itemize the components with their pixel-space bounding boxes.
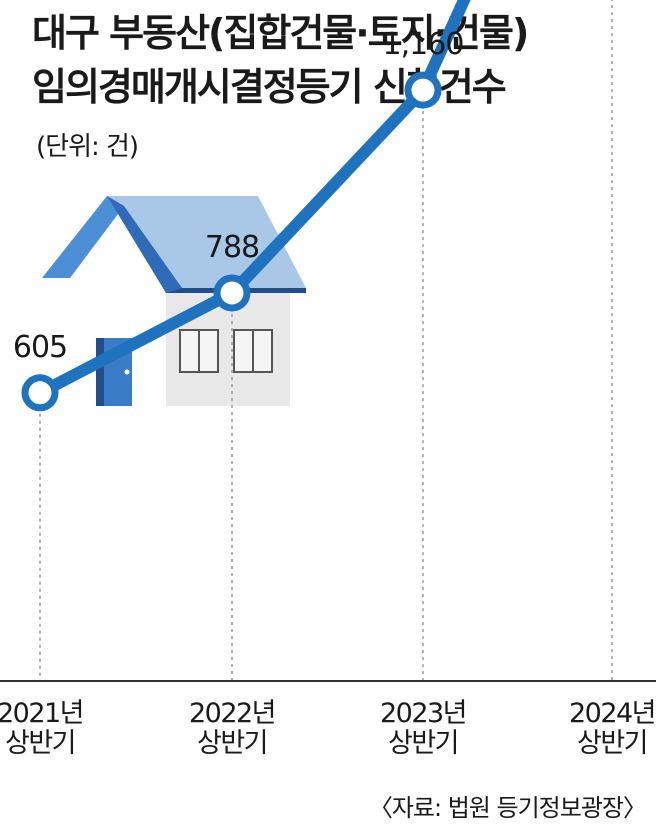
x-tick-label: 2023년 상반기: [380, 698, 466, 759]
x-tick-label: 2021년 상반기: [0, 698, 83, 759]
data-point: [21, 374, 59, 412]
data-label: 605: [13, 330, 67, 365]
data-label: 1,160: [383, 27, 464, 62]
data-point: [404, 71, 442, 109]
source-note: 〈자료: 법원 등기정보광장〉: [368, 794, 647, 822]
series-line: [34, 0, 471, 399]
x-tick-label: 2024년 상반기: [569, 698, 655, 759]
x-tick-label: 2022년 상반기: [189, 698, 275, 759]
data-point: [213, 274, 251, 312]
data-label: 788: [205, 230, 259, 265]
unit-label: (단위: 건): [36, 132, 139, 162]
